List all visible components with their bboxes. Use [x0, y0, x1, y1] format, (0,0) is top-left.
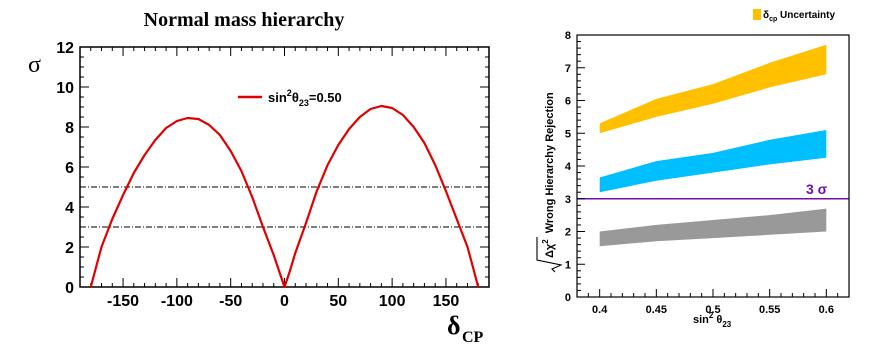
right-y-tick-label: 6	[565, 96, 571, 108]
right-legend: δcp Uncertainty	[753, 9, 835, 23]
left-x-tick-label: -100	[161, 293, 193, 310]
left-y-tick-label: 0	[65, 280, 74, 297]
right-y-tick-label: 1	[565, 259, 571, 271]
right-x-axis-label: sin2 θ23	[693, 311, 732, 329]
left-x-tick-label: 100	[379, 293, 406, 310]
left-y-tick-label: 6	[65, 160, 74, 177]
right-bands	[599, 44, 827, 247]
right-y-tick-label: 3	[565, 194, 571, 206]
left-x-tick-label: 0	[280, 293, 289, 310]
left-x-tick-label: -50	[219, 293, 242, 310]
left-y-tick-label: 10	[56, 80, 74, 97]
left-x-tick-label: 150	[433, 293, 460, 310]
left-chart: Normal mass hierarchy σ δ CP 0 2 4 6 8 10 12 -…	[28, 9, 490, 346]
right-reference-line: 3 σ	[577, 181, 849, 200]
right-y-tick-label: 7	[565, 63, 571, 75]
left-x-ticks: -150 -100 -50 0 50 100 150	[90, 47, 479, 310]
right-y-tick-label: 2	[565, 227, 571, 239]
left-x-axis-label: δ CP	[447, 311, 484, 346]
left-x-axis-label-sub: CP	[462, 329, 484, 346]
left-y-tick-label: 2	[65, 240, 74, 257]
left-x-tick-label: 50	[329, 293, 347, 310]
left-x-tick-label: -150	[107, 293, 139, 310]
right-y-axis-sqrt-sign	[536, 237, 563, 273]
right-x-ticks: 0.4 0.45 0.5 0.55 0.6	[576, 289, 850, 316]
right-x-tick-label: 0.45	[646, 304, 667, 316]
right-x-tick-label: 0.4	[592, 304, 608, 316]
left-y-tick-label: 12	[56, 40, 74, 57]
right-legend-swatch	[753, 9, 761, 20]
left-chart-title: Normal mass hierarchy	[144, 9, 345, 31]
right-chart: δcp Uncertainty 3 σ 0 1 2 3 4 5 6 7 8 0.4 0.45 0.5…	[536, 9, 850, 329]
left-y-ticks: 0 2 4 6 8 10 12	[56, 40, 489, 297]
right-reference-line-label: 3 σ	[806, 181, 828, 197]
right-y-axis-label: Δχ2Wrong Hierarchy Rejection	[536, 92, 563, 273]
right-x-tick-label: 0.5	[705, 304, 720, 316]
right-legend-label: δcp Uncertainty	[763, 10, 835, 23]
right-y-tick-label: 5	[565, 128, 571, 140]
right-y-tick-label: 8	[565, 30, 571, 42]
right-y-tick-label: 0	[565, 292, 571, 304]
right-y-tick-label: 4	[565, 161, 572, 173]
left-x-axis-label-main: δ	[447, 311, 461, 340]
right-band	[599, 130, 827, 193]
left-y-tick-label: 8	[65, 120, 74, 137]
left-plot-frame	[79, 46, 490, 288]
left-y-axis-label: σ	[28, 52, 41, 78]
left-legend-label: sin2θ23=0.50	[268, 88, 342, 108]
right-x-tick-label: 0.6	[819, 304, 834, 316]
right-y-axis-label-text: Δχ2Wrong Hierarchy Rejection	[541, 92, 556, 258]
left-reference-lines	[80, 186, 489, 228]
right-band	[599, 44, 827, 134]
left-legend: sin2θ23=0.50	[238, 88, 342, 108]
right-x-tick-label: 0.55	[759, 304, 780, 316]
right-band	[599, 208, 827, 247]
left-y-tick-label: 4	[65, 200, 74, 217]
left-series-line	[89, 104, 480, 289]
left-series	[89, 104, 480, 289]
right-y-ticks: 0 1 2 3 4 5 6 7 8	[565, 30, 585, 304]
